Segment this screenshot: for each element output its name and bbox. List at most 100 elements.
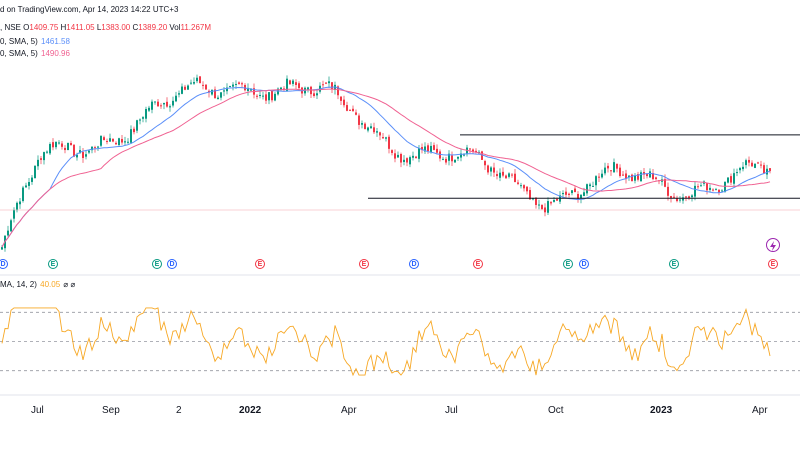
- candle-body: [382, 137, 384, 139]
- ohlc-values: O1409.75 H1411.05 L1383.00 C1389.20 Vol1…: [23, 23, 211, 32]
- candle-body: [553, 199, 555, 202]
- candle-body: [409, 157, 411, 165]
- candle-body: [274, 93, 276, 101]
- candle-body: [532, 198, 534, 200]
- candle-body: [127, 141, 129, 143]
- candle-body: [652, 173, 654, 180]
- candle-body: [508, 173, 510, 177]
- earnings-event-marker[interactable]: E: [152, 259, 162, 269]
- candle-body: [475, 150, 477, 153]
- dividend-event-marker[interactable]: D: [409, 259, 419, 269]
- candle-body: [568, 193, 570, 195]
- published-text: d on TradingView.com, Apr 14, 2023 14:22…: [0, 5, 179, 14]
- candle-body: [34, 165, 36, 179]
- candle-body: [565, 191, 567, 195]
- x-tick-label: 2023: [650, 405, 673, 416]
- candle-body: [655, 177, 657, 180]
- candle-body: [646, 173, 648, 177]
- candle-body: [676, 198, 678, 202]
- candle-body: [739, 168, 741, 171]
- candle-body: [202, 84, 204, 86]
- candle-body: [736, 172, 738, 174]
- ohlc-value-o: 1409.75: [29, 23, 59, 32]
- ma1-line: [1, 86, 771, 248]
- candle-body: [685, 196, 687, 198]
- candle-body: [586, 184, 588, 194]
- candle-body: [511, 174, 513, 176]
- candle-body: [619, 167, 621, 177]
- earnings-event-marker[interactable]: E: [669, 259, 679, 269]
- candle-body: [235, 83, 237, 85]
- candle-body: [178, 93, 180, 95]
- candle-body: [544, 207, 546, 213]
- ma1-legend: 0, SMA, 5) 1461.58: [0, 37, 70, 46]
- candle-body: [727, 177, 729, 183]
- candle-body: [688, 196, 690, 199]
- candle-body: [289, 80, 291, 85]
- dividend-event-marker[interactable]: D: [167, 259, 177, 269]
- candle-body: [352, 108, 354, 112]
- candle-body: [217, 97, 219, 100]
- earnings-event-marker[interactable]: E: [563, 259, 573, 269]
- ma2-label: 0, SMA, 5): [0, 49, 38, 58]
- candle-body: [649, 171, 651, 178]
- candle-body: [745, 160, 747, 166]
- ma2-legend: 0, SMA, 5) 1490.96: [0, 49, 70, 58]
- candle-body: [76, 154, 78, 158]
- candle-body: [418, 148, 420, 159]
- candle-body: [454, 159, 456, 163]
- candle-body: [190, 82, 192, 84]
- candle-body: [394, 153, 396, 159]
- earnings-event-marker[interactable]: E: [473, 259, 483, 269]
- candle-body: [541, 204, 543, 210]
- candle-body: [241, 83, 243, 85]
- earnings-event-marker[interactable]: E: [768, 259, 778, 269]
- candle-body: [262, 95, 264, 97]
- candle-body: [757, 162, 759, 164]
- candle-body: [439, 151, 441, 159]
- candle-body: [16, 202, 18, 210]
- dividend-event-marker[interactable]: D: [579, 259, 589, 269]
- candle-body: [91, 146, 93, 151]
- ma2-line: [1, 88, 771, 248]
- candle-body: [571, 190, 573, 194]
- candle-body: [487, 165, 489, 173]
- candle-body: [349, 109, 351, 111]
- candle-body: [481, 151, 483, 160]
- candle-body: [730, 176, 732, 183]
- candle-body: [616, 164, 618, 169]
- candle-body: [562, 193, 564, 195]
- candle-body: [298, 83, 300, 89]
- candle-body: [370, 126, 372, 129]
- candle-body: [358, 115, 360, 125]
- flash-icon[interactable]: [766, 238, 780, 252]
- candle-body: [247, 87, 249, 92]
- candle-body: [712, 189, 714, 191]
- candle-body: [106, 141, 108, 143]
- earnings-event-marker[interactable]: E: [48, 259, 58, 269]
- candle-body: [292, 80, 294, 84]
- candle-body: [505, 175, 507, 179]
- candle-body: [376, 131, 378, 133]
- candle-body: [769, 168, 771, 172]
- candle-body: [691, 195, 693, 198]
- rsi-line: [1, 307, 771, 377]
- dividend-event-marker[interactable]: D: [0, 259, 8, 269]
- earnings-event-marker[interactable]: E: [359, 259, 369, 269]
- candle-body: [70, 143, 72, 146]
- candle-body: [199, 76, 201, 83]
- candle-body: [709, 187, 711, 190]
- candle-body: [742, 166, 744, 170]
- ohlc-line: , NSE O1409.75 H1411.05 L1383.00 C1389.2…: [0, 23, 211, 32]
- candle-body: [550, 202, 552, 204]
- candle-body: [604, 167, 606, 174]
- candle-body: [514, 173, 516, 183]
- candle-body: [451, 155, 453, 162]
- earnings-event-marker[interactable]: E: [255, 259, 265, 269]
- candle-body: [103, 137, 105, 141]
- candle-body: [448, 153, 450, 161]
- candle-body: [64, 147, 66, 151]
- candle-body: [55, 141, 57, 148]
- candle-body: [469, 148, 471, 150]
